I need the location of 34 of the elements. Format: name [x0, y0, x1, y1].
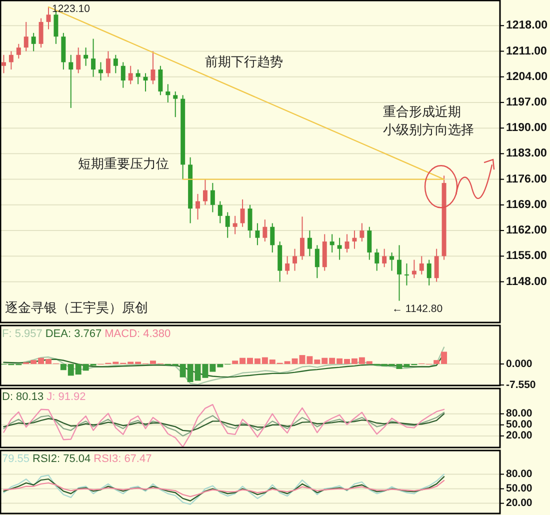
- series-label: J: 91.92: [46, 391, 86, 403]
- y-tick-label: -7.550: [506, 378, 536, 391]
- series-label: F: 5.957: [2, 328, 42, 340]
- annotation: ← 1142.80: [392, 303, 443, 315]
- y-tick-label: 1183.00: [506, 148, 547, 160]
- y-tick-label: 1162.00: [506, 224, 547, 237]
- text: RSI3: 67.47: [94, 453, 152, 465]
- series-label: RSI2: 75.04: [32, 453, 91, 465]
- y-tick-label: 1155.00: [506, 250, 547, 262]
- y-tick-label: 1204.00: [506, 70, 548, 83]
- y-tick-label: 1176.00: [506, 173, 547, 186]
- series-label: 79.55: [2, 453, 30, 465]
- annotation: 小级别方向选择: [383, 122, 474, 137]
- y-tick-label: 1218.00: [506, 20, 548, 32]
- annotation: 重合形成近期: [383, 104, 461, 119]
- y-tick-label: 1211.00: [506, 45, 547, 58]
- y-tick-label: 20.00: [506, 497, 532, 510]
- y-tick-label: 1169.00: [506, 198, 547, 211]
- y-tick-label: 1197.00: [506, 96, 547, 108]
- annotation: 1223.10: [52, 3, 90, 15]
- text: MACD: 4.380: [104, 328, 171, 340]
- annotation: 前期下行趋势: [205, 54, 283, 69]
- y-tick-label: 1190.00: [506, 122, 547, 134]
- annotation: 逐金寻银（王宇昊）原创: [5, 300, 148, 315]
- y-tick-label: 1148.00: [506, 276, 547, 288]
- y-tick-label: 80.00: [506, 468, 532, 480]
- series-label: DEA: 3.767: [45, 328, 102, 340]
- series-label: D: 80.13: [2, 391, 44, 403]
- y-tick-label: 50.00: [506, 482, 532, 495]
- y-tick-label: 20.00: [506, 430, 532, 442]
- y-tick-label: 0.000: [506, 358, 532, 370]
- annotation: 短期重要压力位: [78, 156, 169, 171]
- y-tick-label: 80.00: [506, 408, 532, 420]
- y-tick-label: 50.00: [506, 418, 532, 431]
